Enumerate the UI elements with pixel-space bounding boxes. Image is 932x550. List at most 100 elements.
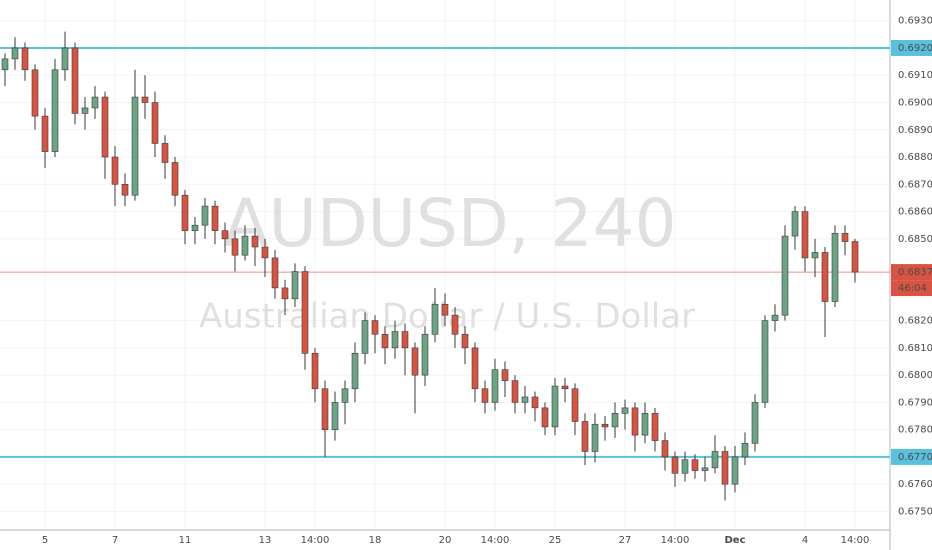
candle-body — [741, 443, 749, 458]
candle-body — [71, 47, 79, 114]
candle-body — [461, 333, 469, 349]
candle-body — [431, 303, 439, 335]
candle-body — [21, 47, 29, 71]
candle-body — [311, 353, 319, 390]
countdown-label: 46:04 — [898, 283, 927, 294]
candle-body — [91, 96, 99, 109]
candle-body — [781, 235, 789, 316]
candle-body — [771, 314, 779, 321]
candle-body — [491, 369, 499, 403]
x-tick-label: 13 — [259, 535, 272, 546]
candle-body — [31, 69, 39, 117]
candle-body — [181, 194, 189, 231]
candle-body — [621, 407, 629, 414]
candle-body — [761, 320, 769, 403]
candle-body — [551, 385, 559, 428]
candle-body — [411, 347, 419, 376]
candle-body — [711, 451, 719, 469]
candle-body — [591, 423, 599, 452]
candle-body — [441, 303, 449, 316]
candle-body — [261, 246, 269, 259]
x-tick-label: 5 — [42, 535, 48, 546]
candle-body — [251, 235, 259, 248]
x-tick-label: 14:00 — [661, 535, 690, 546]
x-tick-label: 14:00 — [301, 535, 330, 546]
candle-body — [151, 102, 159, 144]
last-price-tag — [891, 264, 932, 281]
x-tick-label: 14:00 — [841, 535, 870, 546]
candle-body — [321, 388, 329, 430]
watermark-title: AUDUSD, 240 — [223, 185, 676, 262]
candle-body — [101, 96, 109, 158]
x-tick-label: 25 — [549, 535, 562, 546]
candle-body — [241, 235, 249, 256]
x-tick-label: 4 — [802, 535, 808, 546]
candle-body — [111, 156, 119, 185]
candle-body — [641, 413, 649, 436]
candle-body — [821, 252, 829, 302]
candle-body — [191, 224, 199, 231]
candle-body — [81, 107, 89, 114]
x-tick-label: 11 — [179, 535, 192, 546]
candle-body — [211, 205, 219, 231]
candle-body — [371, 320, 379, 335]
x-tick-label: 18 — [369, 535, 382, 546]
level-tag — [891, 39, 932, 56]
candle-body — [341, 388, 349, 403]
candle-body — [851, 241, 859, 273]
candle-body — [361, 320, 369, 354]
candle-body — [401, 331, 409, 349]
candle-body — [561, 385, 569, 390]
y-tick-label: 0.67500 — [898, 506, 932, 517]
candle-body — [661, 440, 669, 458]
candle-body — [1, 58, 9, 71]
candle-body — [171, 162, 179, 196]
candle-body — [271, 257, 279, 289]
candle-body — [721, 451, 729, 485]
candle-body — [121, 184, 129, 196]
candle-body — [61, 47, 69, 71]
candle-body — [131, 96, 139, 196]
candle-body — [11, 47, 19, 60]
x-tick-label: 27 — [619, 535, 632, 546]
last-price-label: 0.68378 — [898, 267, 932, 278]
level-tag — [891, 448, 932, 465]
candle-body — [511, 380, 519, 403]
candle-body — [831, 233, 839, 302]
candle-body — [41, 115, 49, 152]
candle-body — [471, 347, 479, 390]
candle-body — [681, 459, 689, 474]
candle-body — [201, 205, 209, 226]
candle-body — [751, 402, 759, 444]
countdown-tag — [891, 280, 932, 297]
candle-body — [481, 388, 489, 403]
candle-body — [351, 353, 359, 390]
candle-body — [631, 407, 639, 436]
candle-body — [231, 238, 239, 256]
candle-body — [391, 331, 399, 349]
x-tick-label: 7 — [112, 535, 118, 546]
candle-body — [531, 396, 539, 409]
candle-body — [381, 333, 389, 349]
candle-body — [581, 421, 589, 452]
watermark-subtitle: Australian Dollar / U.S. Dollar — [199, 297, 695, 337]
candle-body — [571, 388, 579, 422]
candle-body — [501, 369, 509, 381]
candle-body — [671, 456, 679, 474]
candle-body — [811, 252, 819, 259]
candle-body — [541, 407, 549, 428]
